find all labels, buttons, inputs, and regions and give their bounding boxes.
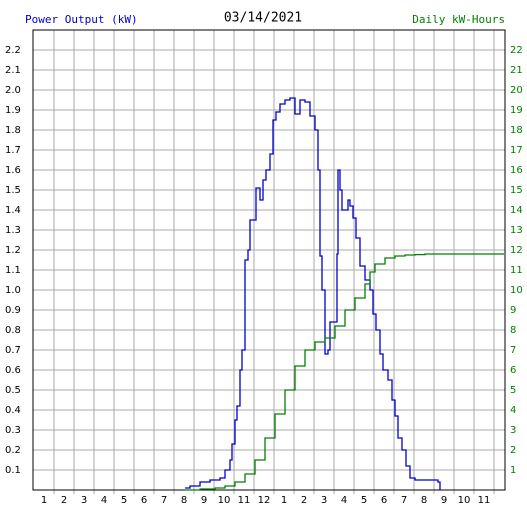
y-tick-label: 0.7 [5, 345, 21, 356]
x-tick-label: 1 [41, 495, 47, 506]
x-tick-label: 6 [381, 495, 387, 506]
y2-tick-label: 19 [510, 105, 523, 116]
y-tick-label: 1.3 [5, 225, 21, 236]
y2-tick-label: 21 [510, 65, 523, 76]
y2-tick-label: 12 [510, 245, 523, 256]
y2-tick-label: 6 [510, 365, 516, 376]
x-tick-label: 5 [121, 495, 127, 506]
x-tick-label: 10 [458, 495, 471, 506]
x-tick-label: 3 [321, 495, 327, 506]
x-tick-label: 10 [218, 495, 231, 506]
x-tick-label: 11 [238, 495, 251, 506]
y-tick-label: 0.8 [5, 325, 21, 336]
x-tick-label: 1 [281, 495, 287, 506]
y2-tick-label: 18 [510, 125, 523, 136]
x-tick-label: 6 [141, 495, 147, 506]
y2-tick-label: 16 [510, 165, 523, 176]
y2-tick-label: 9 [510, 305, 516, 316]
y-tick-label: 1.8 [5, 125, 21, 136]
y2-tick-label: 2 [510, 445, 516, 456]
x-tick-label: 2 [61, 495, 67, 506]
y2-tick-label: 17 [510, 145, 523, 156]
y-tick-label: 2.0 [5, 85, 21, 96]
y-tick-label: 1.6 [5, 165, 21, 176]
y2-tick-label: 20 [510, 85, 523, 96]
y-tick-label: 0.3 [5, 425, 21, 436]
x-tick-label: 9 [441, 495, 447, 506]
plot-area [33, 30, 505, 490]
x-tick-label: 8 [181, 495, 187, 506]
y2-tick-label: 8 [510, 325, 516, 336]
x-tick-label: 4 [341, 495, 347, 506]
y-tick-label: 1.1 [5, 265, 21, 276]
y2-tick-label: 14 [510, 205, 523, 216]
y2-tick-label: 22 [510, 45, 523, 56]
y2-tick-label: 15 [510, 185, 523, 196]
x-tick-label: 5 [361, 495, 367, 506]
x-tick-label: 2 [301, 495, 307, 506]
y-tick-label: 1.7 [5, 145, 21, 156]
x-tick-label: 11 [478, 495, 491, 506]
plot-frame [32, 29, 506, 491]
chart-title: 03/14/2021 [224, 11, 302, 26]
y-tick-label: 0.2 [5, 445, 21, 456]
y-tick-label: 0.5 [5, 385, 21, 396]
x-tick-label: 12 [258, 495, 271, 506]
series-line [185, 253, 504, 491]
x-tick-label: 8 [421, 495, 427, 506]
y2-tick-label: 3 [510, 425, 516, 436]
y-tick-label: 0.9 [5, 305, 21, 316]
y-tick-label: 1.5 [5, 185, 21, 196]
x-tick-label: 7 [401, 495, 407, 506]
y-tick-label: 1.2 [5, 245, 21, 256]
y2-tick-label: 1 [510, 465, 516, 476]
y-tick-label: 0.4 [5, 405, 21, 416]
x-tick-label: 3 [81, 495, 87, 506]
y-tick-label: 2.1 [5, 65, 21, 76]
y2-tick-label: 10 [510, 285, 523, 296]
left-axis-title: Power Output (kW) [25, 13, 138, 26]
y2-tick-label: 5 [510, 385, 516, 396]
y-tick-label: 0.1 [5, 465, 21, 476]
series-line [185, 97, 441, 490]
y2-tick-label: 4 [510, 405, 516, 416]
x-tick-label: 9 [201, 495, 207, 506]
y-tick-label: 0.6 [5, 365, 21, 376]
y2-tick-label: 7 [510, 345, 516, 356]
y-tick-label: 1.0 [5, 285, 21, 296]
right-axis-title: Daily kW-Hours [412, 13, 505, 26]
x-tick-label: 4 [101, 495, 107, 506]
y2-tick-label: 13 [510, 225, 523, 236]
y-tick-label: 2.2 [5, 45, 21, 56]
x-tick-label: 7 [161, 495, 167, 506]
y-tick-label: 1.9 [5, 105, 21, 116]
y-tick-label: 1.4 [5, 205, 21, 216]
y2-tick-label: 11 [510, 265, 523, 276]
